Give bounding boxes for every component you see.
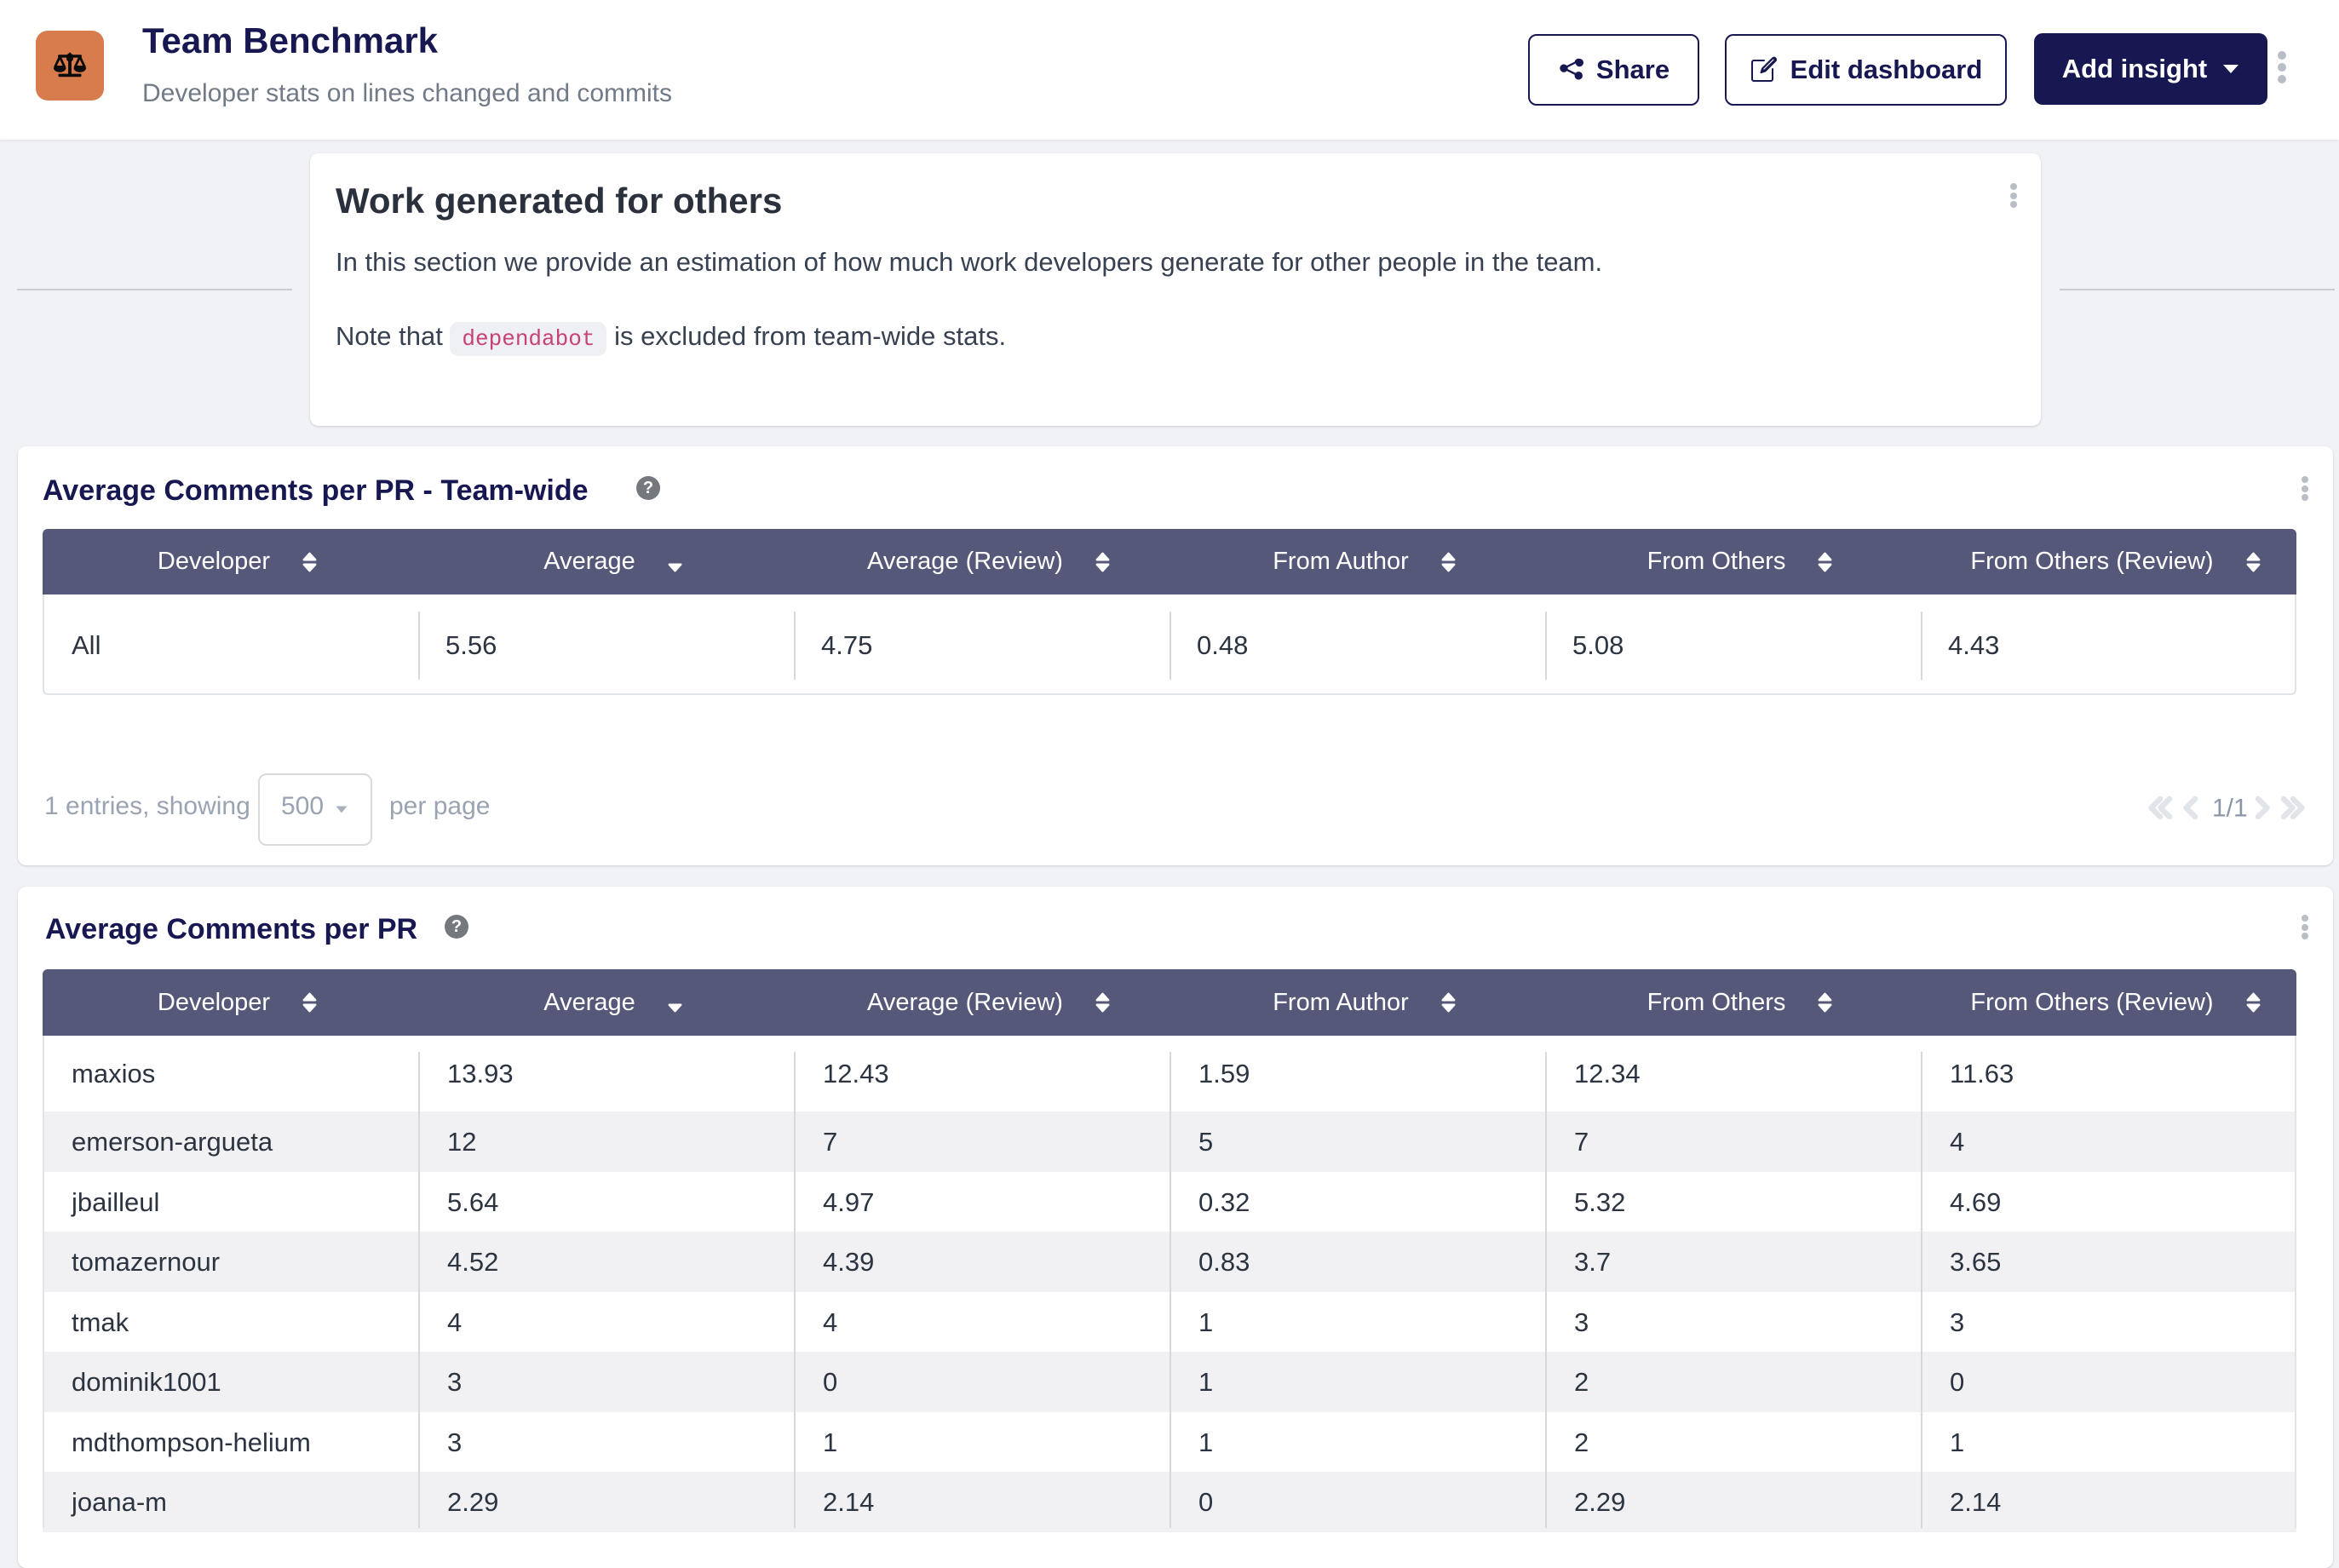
svg-text:1/1: 1/1	[2212, 796, 2248, 819]
